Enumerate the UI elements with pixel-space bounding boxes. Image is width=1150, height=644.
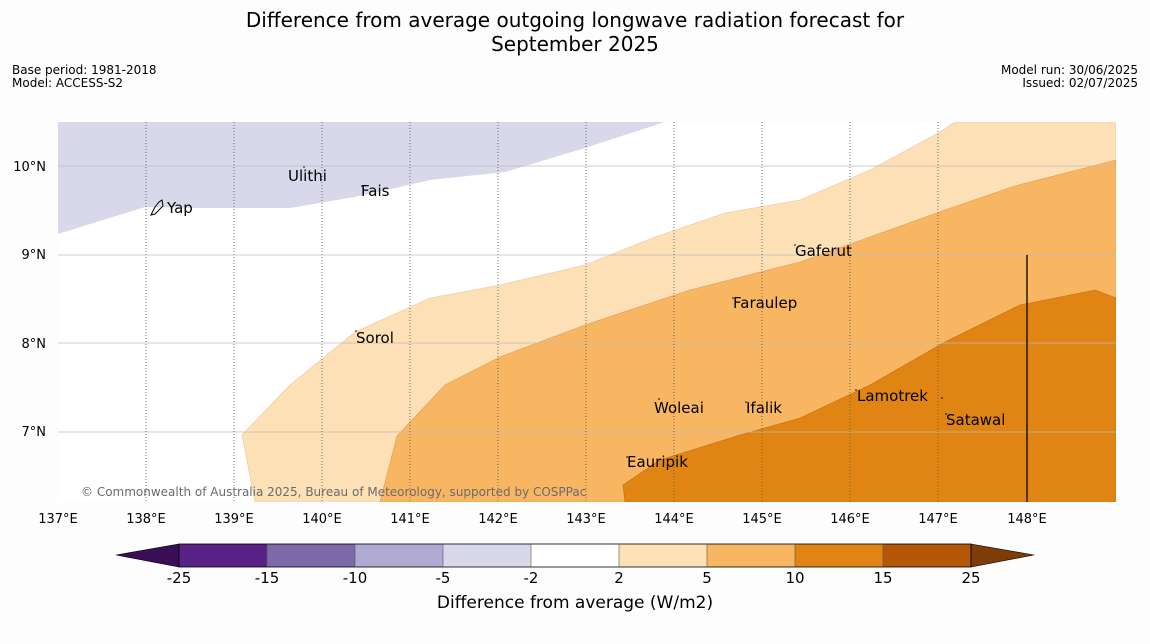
- place-label-satawal: Satawal: [946, 411, 1005, 429]
- place-label-yap: Yap: [166, 199, 193, 217]
- colorbar-segment: [531, 544, 619, 567]
- colorbar-tick: 5: [702, 569, 712, 587]
- lon-label: 146°E: [830, 512, 870, 527]
- copyright-text: © Commonwealth of Australia 2025, Bureau…: [81, 485, 586, 499]
- lon-label: 145°E: [742, 512, 782, 527]
- colorbar-tick: -25: [167, 569, 192, 587]
- title-line-2: September 2025: [491, 32, 659, 56]
- lon-tick-labels: 137°E 138°E 139°E 140°E 141°E 142°E 143°…: [38, 512, 1047, 527]
- place-label-ulithi: Ulithi: [288, 167, 327, 185]
- lat-label: 8°N: [22, 337, 47, 352]
- lon-label: 138°E: [126, 512, 166, 527]
- colorbar-segment: [795, 544, 883, 567]
- colorbar-tick: -5: [436, 569, 451, 587]
- colorbar-tick: -15: [255, 569, 280, 587]
- colorbar-segment: [179, 544, 267, 567]
- lon-label: 141°E: [390, 512, 430, 527]
- lat-tick-labels: 10°N 9°N 8°N 7°N: [13, 160, 46, 440]
- colorbar-segment: [355, 544, 443, 567]
- place-label-lamotrek: Lamotrek: [857, 387, 928, 405]
- colorbar-tick: 15: [873, 569, 892, 587]
- yap-island-shape: [150, 199, 164, 216]
- base-period-text: Base period: 1981-2018: [12, 63, 157, 77]
- lon-label: 139°E: [214, 512, 254, 527]
- lon-gridlines: [145, 122, 939, 502]
- colorbar-tick: -10: [343, 569, 368, 587]
- region-neg5-to-neg2: [58, 122, 665, 234]
- model-run-text: Model run: 30/06/2025: [1000, 63, 1138, 77]
- map-plot-area: Ulithi Fais Yap Gaferut Faraulep Sorol W…: [58, 122, 1116, 502]
- colorbar-segment: [267, 544, 355, 567]
- colorbar-tick: 10: [785, 569, 804, 587]
- colorbar-segment: [443, 544, 531, 567]
- lon-label: 148°E: [1007, 512, 1047, 527]
- colorbar-label: Difference from average (W/m2): [436, 593, 714, 613]
- lon-label: 143°E: [566, 512, 606, 527]
- place-label-sorol: Sorol: [356, 329, 394, 347]
- place-label-ifalik: Ifalik: [746, 399, 782, 417]
- lon-label: 142°E: [478, 512, 518, 527]
- model-text: Model: ACCESS-S2: [12, 76, 124, 90]
- lon-label: 140°E: [302, 512, 342, 527]
- lon-label: 144°E: [654, 512, 694, 527]
- place-label-gaferut: Gaferut: [795, 242, 852, 260]
- colorbar: -25 -15 -10 -5 -2 2 5 10 15 25: [115, 543, 1035, 587]
- place-label-fais: Fais: [361, 182, 390, 200]
- lat-label: 9°N: [22, 248, 47, 263]
- lon-label: 137°E: [38, 512, 78, 527]
- island-markers: [303, 166, 947, 458]
- place-label-faraulep: Faraulep: [733, 294, 797, 312]
- colorbar-extend-low: [115, 543, 180, 568]
- lat-label: 7°N: [22, 425, 47, 440]
- lon-label: 147°E: [918, 512, 958, 527]
- colorbar-segment: [883, 544, 971, 567]
- map-title: Difference from average outgoing longwav…: [0, 8, 1150, 56]
- meta-left: Base period: 1981-2018 Model: ACCESS-S2: [12, 64, 157, 90]
- meta-right: Model run: 30/06/2025 Issued: 02/07/2025: [1001, 64, 1138, 90]
- colorbar-segment: [619, 544, 707, 567]
- title-line-1: Difference from average outgoing longwav…: [245, 8, 905, 32]
- colorbar-tick: -2: [524, 569, 539, 587]
- lat-label: 10°N: [13, 160, 46, 175]
- colorbar-outline: [178, 543, 972, 568]
- colorbar-extend-high: [970, 543, 1035, 568]
- colorbar-tick: 2: [614, 569, 624, 587]
- place-label-woleai: Woleai: [654, 399, 704, 417]
- issued-text: Issued: 02/07/2025: [1022, 76, 1138, 90]
- colorbar-tick: 25: [961, 569, 980, 587]
- colorbar-tick-labels: -25 -15 -10 -5 -2 2 5 10 15 25: [167, 569, 981, 587]
- colorbar-segment: [707, 544, 795, 567]
- place-label-eauripik: Eauripik: [627, 453, 688, 471]
